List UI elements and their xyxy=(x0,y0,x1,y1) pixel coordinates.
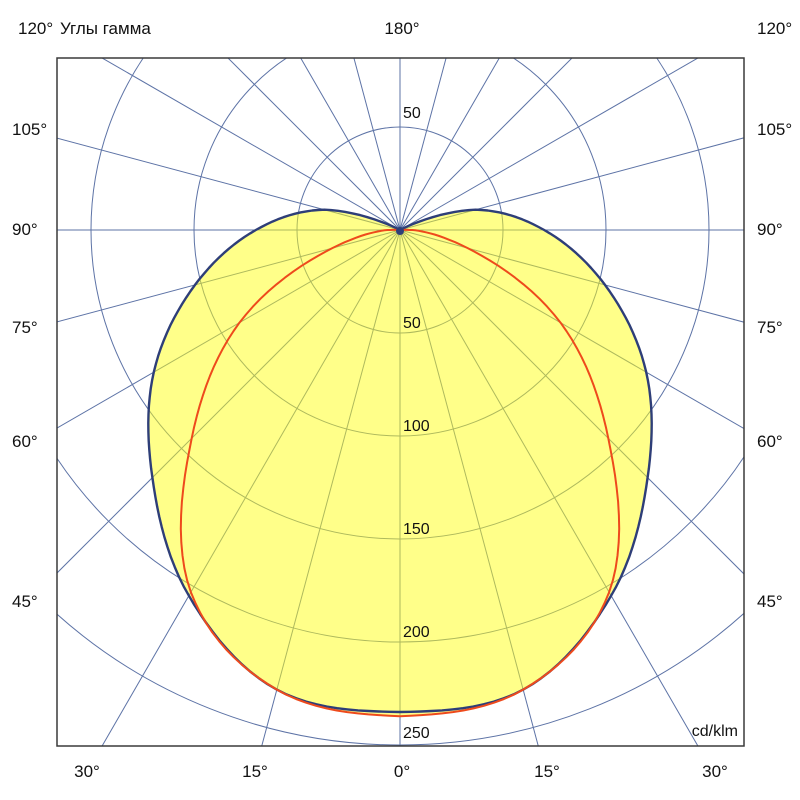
radial-tick-label-3: 150 xyxy=(403,521,430,538)
gamma-ray-225 xyxy=(227,58,401,231)
angle-label-right-105: 105° xyxy=(757,120,792,139)
angle-label-top-180: 180° xyxy=(384,19,419,38)
angle-label-right-75: 75° xyxy=(757,318,783,337)
curve-c90-c270 xyxy=(179,228,621,718)
radial-tick-label-2: 100 xyxy=(403,418,430,435)
angle-label-right-60: 60° xyxy=(757,432,783,451)
angle-label-bottom-15: 15° xyxy=(242,762,268,781)
gamma-ray-240 xyxy=(101,58,401,231)
pole-marker xyxy=(396,227,404,235)
angle-label-bottom-15: 15° xyxy=(534,762,560,781)
angle-label-right-90: 90° xyxy=(757,220,783,239)
angle-label-left-90: 90° xyxy=(12,220,38,239)
gamma-ray-165 xyxy=(399,58,447,231)
radial-tick-label-0: 50 xyxy=(403,105,421,122)
unit-label: cd/klm xyxy=(692,723,738,740)
gamma-ray-135 xyxy=(399,58,573,231)
gamma-ray-105 xyxy=(399,137,744,231)
angle-label-bottom-30: 30° xyxy=(74,762,100,781)
angle-label-bottom-30: 30° xyxy=(702,762,728,781)
angle-label-left-60: 60° xyxy=(12,432,38,451)
angle-label-top-left-120: 120° xyxy=(18,19,53,38)
intensity-lobe-fill xyxy=(148,209,652,717)
angle-label-right-45: 45° xyxy=(757,592,783,611)
curve-c0-c180 xyxy=(147,208,653,714)
radial-tick-label-1: 50 xyxy=(403,315,421,332)
angle-label-top-right-120: 120° xyxy=(757,19,792,38)
radial-circle-250 xyxy=(57,612,744,746)
angle-label-left-75: 75° xyxy=(12,318,38,337)
angle-label-left-105: 105° xyxy=(12,120,47,139)
gamma-ray-120 xyxy=(399,58,699,231)
radial-tick-label-5: 250 xyxy=(403,725,430,742)
chart-title: Углы гамма xyxy=(60,19,151,38)
plot-border xyxy=(56,57,745,747)
angle-label-bottom-0: 0° xyxy=(394,762,410,781)
gamma-ray-255 xyxy=(57,137,401,231)
angle-label-left-45: 45° xyxy=(12,592,38,611)
radial-tick-label-4: 200 xyxy=(403,624,430,641)
